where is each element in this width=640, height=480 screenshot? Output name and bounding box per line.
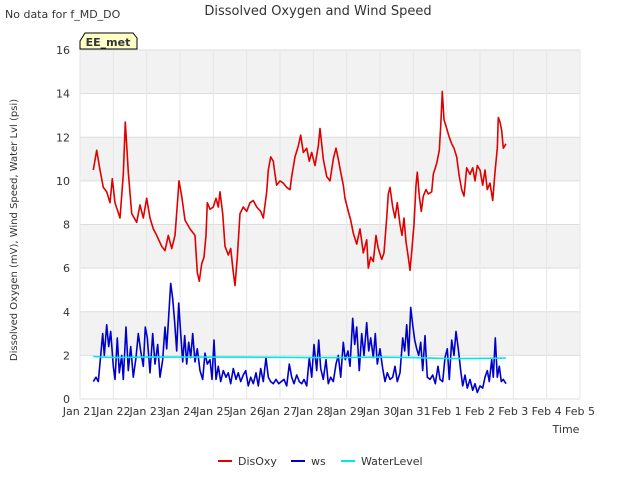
legend-label-disoxy: DisOxy xyxy=(238,455,277,468)
series-line-waterlevel xyxy=(93,355,507,360)
series-line-disoxy xyxy=(92,90,507,287)
series-layer xyxy=(92,90,507,394)
x-tick-label: Feb 2 xyxy=(465,405,495,418)
y-tick-label: 14 xyxy=(56,88,70,101)
x-tick-label: Jan 23 xyxy=(128,405,163,418)
y-tick-label: 2 xyxy=(63,349,70,362)
y-tick-labels: 0 2 4 6 8 10 12 14 16 xyxy=(56,44,70,406)
plot-band xyxy=(80,137,580,181)
x-tick-label: Jan 22 xyxy=(95,405,130,418)
plot-band xyxy=(80,224,580,269)
x-tick-label: Feb 1 xyxy=(432,405,462,418)
y-axis-label: Dissolved Oxygen (mV), Wind Speed, Water… xyxy=(9,99,20,361)
legend-label-waterlevel: WaterLevel xyxy=(361,455,423,468)
plot-band xyxy=(80,50,580,94)
no-data-note: No data for f_MD_DO xyxy=(5,8,121,21)
x-tick-label: Jan 26 xyxy=(228,405,263,418)
x-tick-label: Jan 27 xyxy=(262,405,297,418)
y-tick-label: 4 xyxy=(63,306,70,319)
y-tick-label: 6 xyxy=(63,262,70,275)
x-tick-label: Feb 4 xyxy=(532,405,562,418)
x-axis-label: Time xyxy=(552,423,580,436)
y-tick-label: 16 xyxy=(56,44,70,57)
y-tick-label: 8 xyxy=(63,219,70,232)
x-tick-label: Jan 25 xyxy=(195,405,230,418)
x-tick-label: Jan 29 xyxy=(328,405,363,418)
ee-met-badge: EE_met xyxy=(79,32,138,50)
x-tick-label: Jan 30 xyxy=(362,405,397,418)
badge-shape xyxy=(79,32,138,50)
legend: DisOxy ws WaterLevel xyxy=(218,455,423,468)
badge-label: EE_met xyxy=(86,36,131,49)
x-tick-label: Jan 31 xyxy=(395,405,430,418)
y-tick-label: 0 xyxy=(63,393,70,406)
x-tick-label: Jan 24 xyxy=(162,405,197,418)
series-line-ws xyxy=(92,282,507,394)
x-tick-label: Feb 5 xyxy=(565,405,595,418)
legend-label-ws: ws xyxy=(311,455,326,468)
y-tick-label: 10 xyxy=(56,175,70,188)
x-tick-label: Feb 3 xyxy=(498,405,528,418)
x-tick-label: Jan 21 xyxy=(62,405,97,418)
chart-title: Dissolved Oxygen and Wind Speed xyxy=(204,4,431,19)
x-tick-label: Jan 28 xyxy=(295,405,330,418)
y-tick-label: 12 xyxy=(56,131,70,144)
plot-band xyxy=(80,311,580,356)
